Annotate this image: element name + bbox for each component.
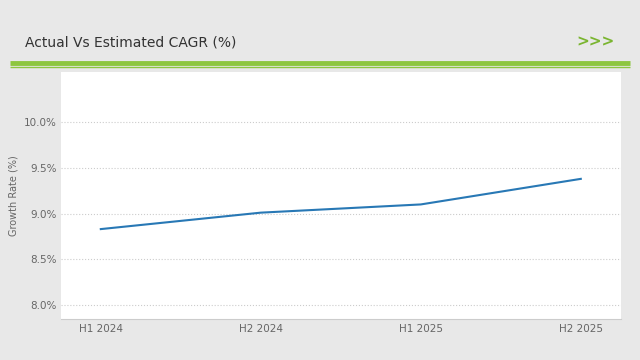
Y-axis label: Growth Rate (%): Growth Rate (%) <box>8 155 18 236</box>
Text: Actual Vs Estimated CAGR (%): Actual Vs Estimated CAGR (%) <box>25 35 237 49</box>
Text: >>>: >>> <box>577 35 615 50</box>
